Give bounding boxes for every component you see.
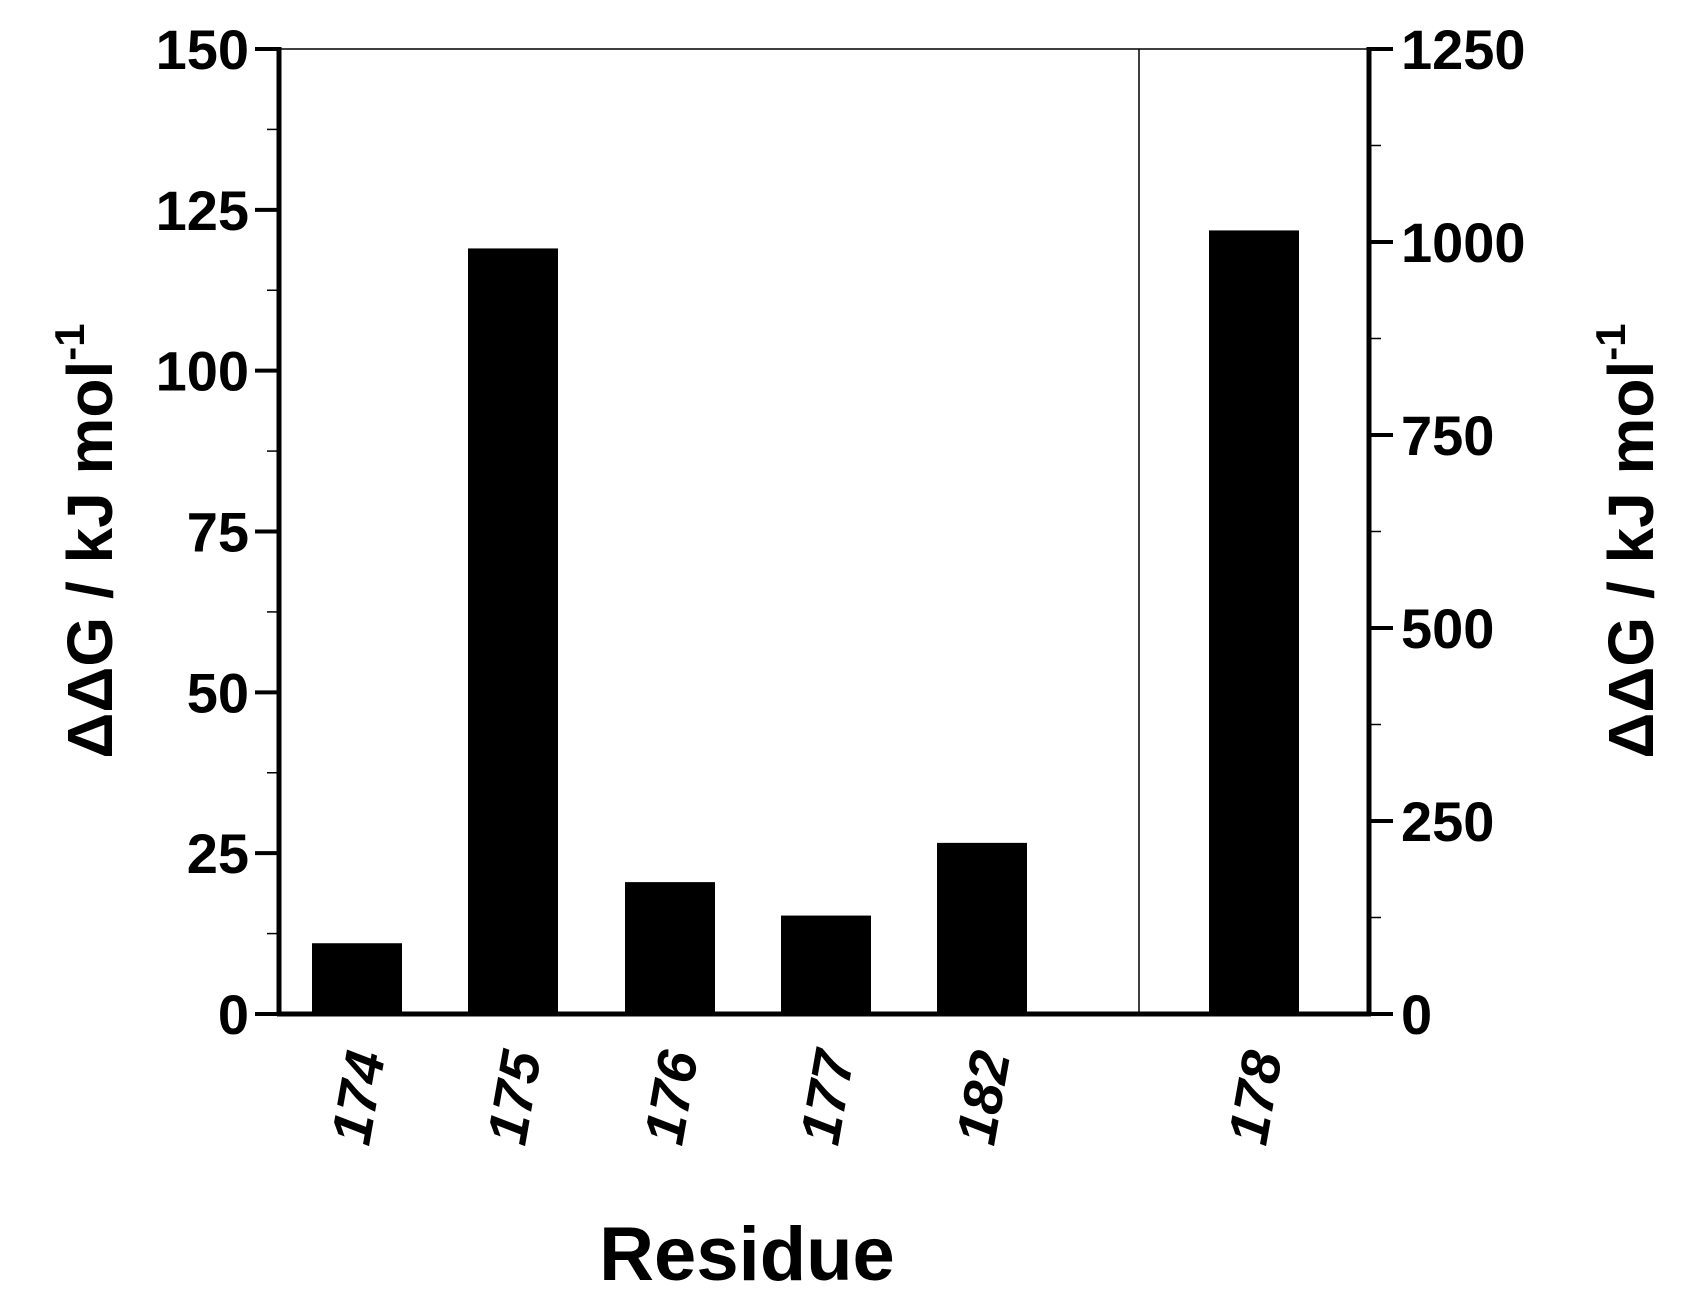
y-tick-label: 150 bbox=[156, 18, 249, 81]
x-tick-label: 177 bbox=[788, 1043, 867, 1149]
y2-tick-label: 0 bbox=[1401, 983, 1432, 1046]
bar bbox=[937, 842, 1027, 1014]
y-axis-title-text: ΔΔG / kJ mol bbox=[54, 361, 126, 759]
x-tick-label: 175 bbox=[475, 1045, 553, 1149]
y-tick-label: 25 bbox=[187, 822, 249, 885]
bar bbox=[1209, 230, 1299, 1015]
y2-tick-label: 750 bbox=[1401, 404, 1494, 467]
y2-tick-label: 1000 bbox=[1401, 211, 1526, 274]
x-tick-label: 182 bbox=[944, 1046, 1022, 1149]
bar bbox=[625, 882, 715, 1014]
y2-tick-label: 500 bbox=[1401, 597, 1494, 660]
y-tick-label: 75 bbox=[187, 501, 249, 564]
y2-axis-title-sup: -1 bbox=[1587, 323, 1634, 360]
bar bbox=[312, 943, 402, 1014]
x-tick-label: 174 bbox=[319, 1046, 397, 1149]
y-tick-label: 125 bbox=[156, 179, 249, 242]
x-axis-title: Residue bbox=[599, 1212, 895, 1297]
y2-axis-title: ΔΔG / kJ mol-1 bbox=[1587, 323, 1667, 758]
bar bbox=[781, 915, 871, 1014]
bar bbox=[468, 248, 558, 1014]
y-tick-label: 100 bbox=[156, 340, 249, 403]
x-tick-label: 178 bbox=[1216, 1045, 1294, 1149]
y-axis-title-sup: -1 bbox=[46, 323, 93, 360]
y2-axis-title-text: ΔΔG / kJ mol bbox=[1595, 361, 1667, 759]
x-tick-label: 176 bbox=[632, 1045, 710, 1149]
y-tick-label: 50 bbox=[187, 661, 249, 724]
y-axis-title: ΔΔG / kJ mol-1 bbox=[46, 323, 126, 758]
y2-tick-label: 250 bbox=[1401, 790, 1494, 853]
y-tick-label: 0 bbox=[218, 983, 249, 1046]
y2-tick-label: 1250 bbox=[1401, 18, 1526, 81]
